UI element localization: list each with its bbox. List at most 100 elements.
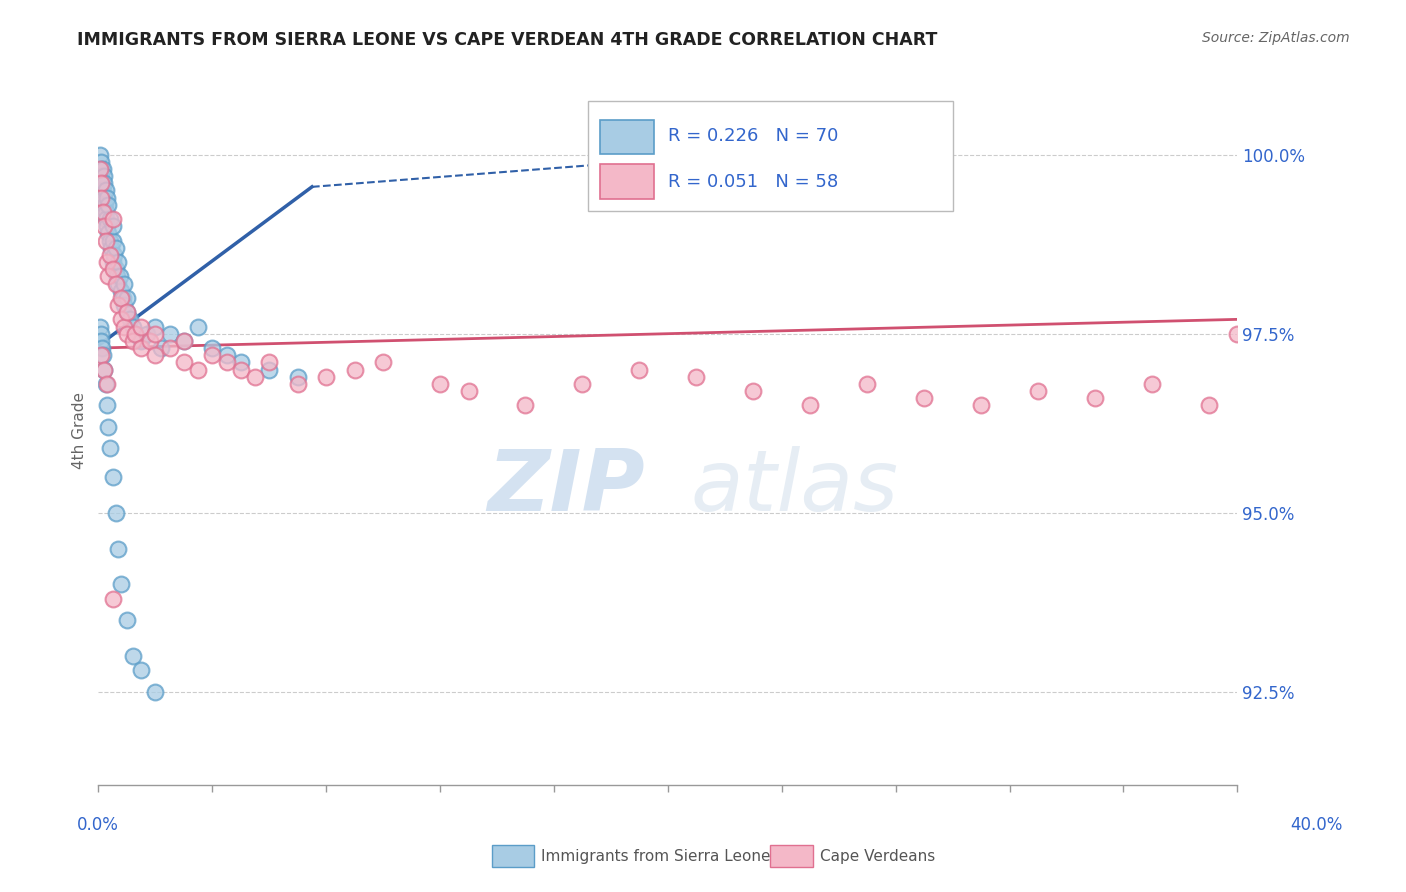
Point	[101, 234, 124, 248]
Point	[91, 161, 114, 176]
Point	[145, 685, 167, 699]
Point	[115, 613, 138, 627]
Point	[115, 291, 138, 305]
Point	[742, 384, 765, 398]
Point	[90, 154, 112, 169]
Point	[229, 355, 252, 369]
Point	[187, 362, 209, 376]
Point	[124, 326, 146, 341]
Point	[571, 376, 593, 391]
Point	[101, 212, 124, 227]
Point	[101, 470, 124, 484]
Point	[371, 355, 394, 369]
Point	[115, 326, 138, 341]
Point	[89, 161, 111, 176]
Point	[112, 319, 135, 334]
Point	[90, 169, 112, 183]
Text: Cape Verdeans: Cape Verdeans	[820, 849, 935, 863]
Point	[89, 319, 111, 334]
Point	[93, 362, 115, 376]
Point	[91, 183, 114, 197]
Point	[1226, 326, 1249, 341]
Point	[104, 277, 127, 291]
Point	[110, 312, 132, 326]
Point	[97, 419, 120, 434]
Point	[110, 577, 132, 591]
Point	[98, 234, 121, 248]
Text: ZIP: ZIP	[488, 446, 645, 529]
Point	[93, 176, 115, 190]
Point	[104, 506, 127, 520]
Point	[91, 205, 114, 219]
Point	[90, 161, 112, 176]
Point	[107, 255, 129, 269]
Point	[96, 255, 118, 269]
Point	[98, 212, 121, 227]
Point	[101, 262, 124, 277]
Point	[173, 355, 195, 369]
Point	[103, 248, 125, 262]
Point	[96, 376, 118, 391]
Y-axis label: 4th Grade: 4th Grade	[72, 392, 87, 469]
Point	[173, 334, 195, 348]
Point	[115, 305, 138, 319]
Point	[90, 176, 112, 190]
Point	[1198, 398, 1220, 412]
Point	[107, 298, 129, 312]
Point	[124, 326, 146, 341]
FancyBboxPatch shape	[588, 101, 953, 211]
Point	[97, 227, 120, 241]
Point	[108, 269, 131, 284]
Point	[101, 591, 124, 606]
Point	[145, 319, 167, 334]
Text: 40.0%: 40.0%	[1291, 816, 1343, 834]
Point	[100, 241, 122, 255]
Point	[457, 384, 479, 398]
Point	[121, 648, 143, 663]
Point	[1140, 376, 1163, 391]
Point	[343, 362, 366, 376]
Point	[129, 341, 152, 355]
Point	[118, 312, 141, 326]
Point	[187, 319, 209, 334]
Point	[98, 442, 121, 456]
Text: IMMIGRANTS FROM SIERRA LEONE VS CAPE VERDEAN 4TH GRADE CORRELATION CHART: IMMIGRANTS FROM SIERRA LEONE VS CAPE VER…	[77, 31, 938, 49]
Point	[1026, 384, 1049, 398]
Point	[96, 191, 118, 205]
Point	[243, 369, 266, 384]
Point	[93, 362, 115, 376]
Point	[970, 398, 993, 412]
Point	[138, 334, 160, 348]
Point	[90, 348, 112, 362]
Point	[799, 398, 821, 412]
Text: R = 0.051   N = 58: R = 0.051 N = 58	[668, 173, 838, 191]
Text: 0.0%: 0.0%	[77, 816, 120, 834]
Point	[110, 284, 132, 298]
Point	[121, 319, 143, 334]
Point	[121, 334, 143, 348]
Point	[96, 398, 118, 412]
Text: Source: ZipAtlas.com: Source: ZipAtlas.com	[1202, 31, 1350, 45]
Point	[111, 291, 134, 305]
Point	[105, 269, 128, 284]
Point	[97, 198, 120, 212]
Point	[93, 198, 115, 212]
Point	[129, 664, 152, 678]
Point	[259, 355, 281, 369]
Point	[201, 348, 224, 362]
Point	[912, 391, 935, 405]
Point	[145, 348, 167, 362]
Point	[112, 277, 135, 291]
FancyBboxPatch shape	[599, 164, 654, 199]
FancyBboxPatch shape	[599, 120, 654, 153]
Point	[93, 169, 115, 183]
Point	[107, 277, 129, 291]
Point	[104, 262, 127, 277]
Point	[159, 341, 181, 355]
Point	[215, 355, 238, 369]
Point	[96, 219, 118, 234]
Point	[90, 176, 112, 190]
Point	[159, 326, 181, 341]
Point	[90, 191, 112, 205]
Point	[150, 341, 173, 355]
